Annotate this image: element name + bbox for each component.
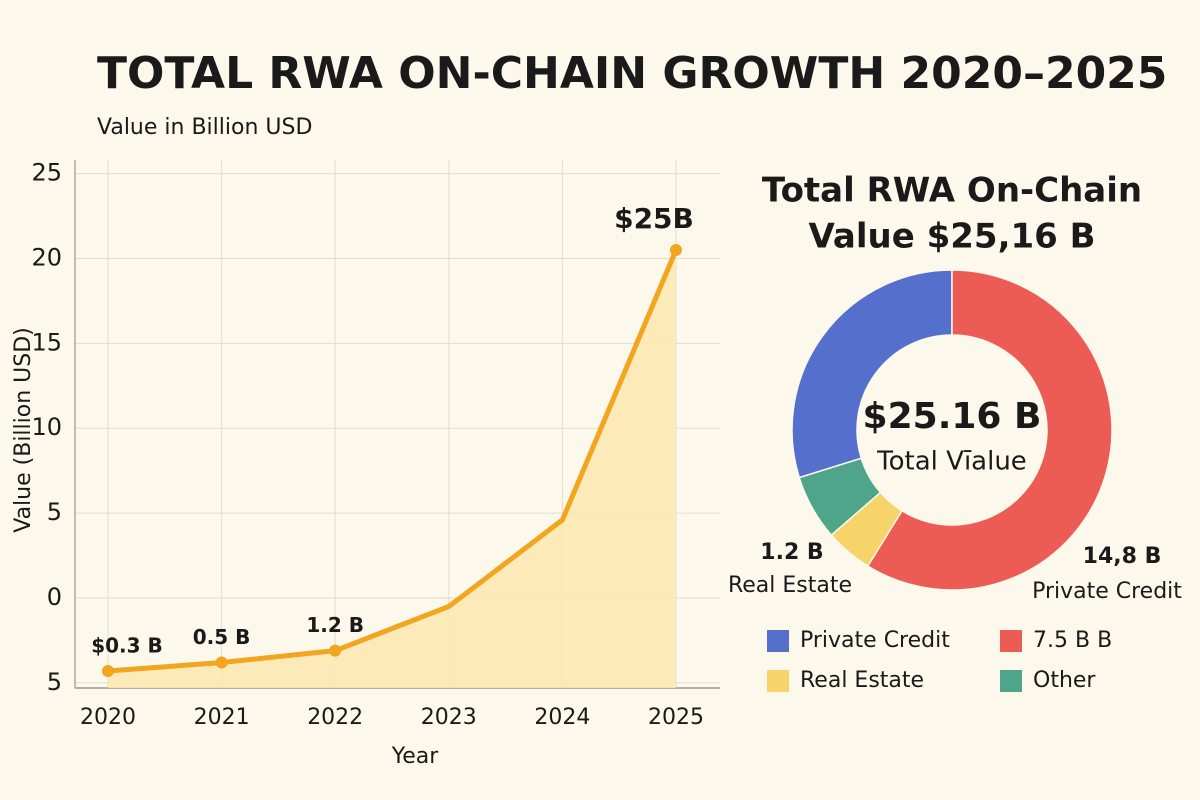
y-axis-label: Value (Billion USD): [11, 327, 36, 533]
annotation: $0.3 B: [91, 634, 163, 658]
annotation: $25B: [614, 202, 694, 235]
segment-value-label: 14,8 B: [1083, 544, 1162, 569]
legend-label: Private Credit: [800, 628, 950, 653]
point: [102, 665, 114, 678]
x-tick-label: 2021: [194, 705, 250, 730]
line: [107, 249, 679, 674]
y-tick-label: 15: [31, 328, 62, 356]
y-tick-label: 10: [31, 413, 62, 441]
center-value: $25.16 B: [863, 396, 1042, 437]
donut-segment: [798, 457, 882, 537]
segment-name-label: Private Credit: [1032, 579, 1182, 604]
page-title: TOTAL RWA ON-CHAIN GROWTH 2020–2025: [97, 48, 1167, 99]
legend-swatch: [1000, 630, 1022, 652]
annotation: 0.5 B: [193, 625, 251, 649]
area: [108, 249, 676, 688]
center-label: Total Vīalue: [876, 447, 1027, 477]
segment-name-label: Real Estate: [728, 573, 852, 598]
y-tick-label: 25: [31, 159, 62, 187]
point: [670, 243, 682, 256]
x-axis-label: Year: [391, 744, 440, 769]
donut-segment: [791, 269, 953, 479]
x-tick-label: 2024: [534, 705, 590, 730]
donut-title: Total RWA On-Chain: [762, 171, 1142, 211]
legend-label: Real Estate: [800, 668, 924, 693]
donut-title: Value $25,16 B: [808, 217, 1095, 257]
y-tick-label: 5: [47, 668, 62, 696]
x-tick-label: 2025: [648, 705, 704, 730]
y-tick-label: 5: [47, 498, 62, 526]
y-tick-label: 20: [31, 243, 62, 271]
x-tick-label: 2022: [307, 705, 363, 730]
segment-value-label: 1.2 B: [760, 540, 823, 565]
legend-swatch: [1000, 670, 1022, 692]
legend-label: 7.5 B B: [1033, 628, 1112, 653]
subtitle: Value in Billion USD: [97, 115, 312, 140]
legend-swatch: [767, 630, 789, 652]
legend-swatch: [767, 670, 789, 692]
x-tick-label: 2020: [80, 705, 136, 730]
y-tick-label: 0: [47, 583, 62, 611]
point: [329, 644, 342, 657]
donut-segment: [866, 269, 1113, 591]
point: [215, 656, 228, 669]
annotation: 1.2 B: [306, 613, 364, 637]
legend-label: Other: [1033, 668, 1096, 693]
x-tick-label: 2023: [421, 705, 477, 730]
